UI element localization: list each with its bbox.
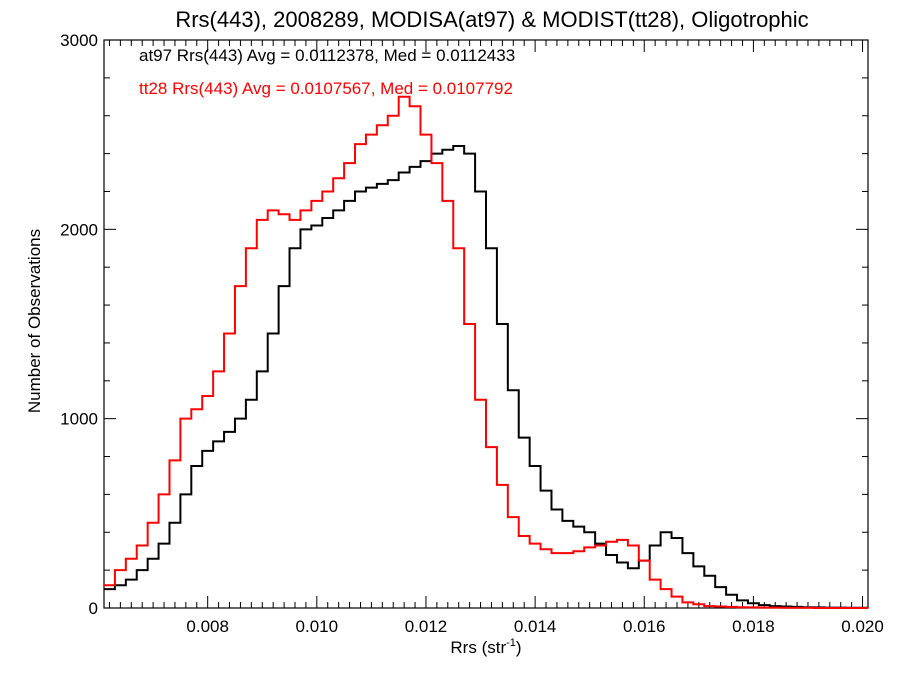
y-tick-label: 3000 (60, 31, 98, 50)
plot-frame (103, 39, 869, 609)
series-line-at97 (104, 145, 868, 609)
x-tick-label: 0.010 (296, 617, 339, 636)
x-tick-label: 0.016 (623, 617, 666, 636)
annotation-at97: at97 Rrs(443) Avg = 0.0112378, Med = 0.0… (139, 46, 515, 65)
x-tick-label: 0.020 (841, 617, 884, 636)
x-axis-label-end: ) (516, 638, 522, 657)
series-layer (104, 95, 868, 609)
series-line-tt28 (104, 95, 868, 609)
axis-ticks (104, 39, 868, 609)
y-axis-label: Number of Observations (25, 229, 44, 413)
x-tick-label: 0.008 (186, 617, 229, 636)
chart-title: Rrs(443), 2008289, MODISA(at97) & MODIST… (175, 7, 808, 32)
y-tick-label: 0 (89, 599, 98, 618)
x-tick-label: 0.018 (732, 617, 775, 636)
x-tick-label: 0.012 (405, 617, 448, 636)
y-tick-label: 1000 (60, 410, 98, 429)
x-axis-label-main: Rrs (str (450, 638, 506, 657)
annotation-tt28: tt28 Rrs(443) Avg = 0.0107567, Med = 0.0… (139, 79, 513, 98)
y-tick-label: 2000 (60, 220, 98, 239)
axis-tick-labels: 0.008 0.010 0.012 0.014 0.016 0.018 0.020 0 1000… (60, 31, 884, 636)
x-axis-label-superscript: -1 (506, 637, 516, 649)
x-tick-label: 0.014 (514, 617, 557, 636)
x-axis-label: Rrs (str-1) (450, 637, 521, 657)
